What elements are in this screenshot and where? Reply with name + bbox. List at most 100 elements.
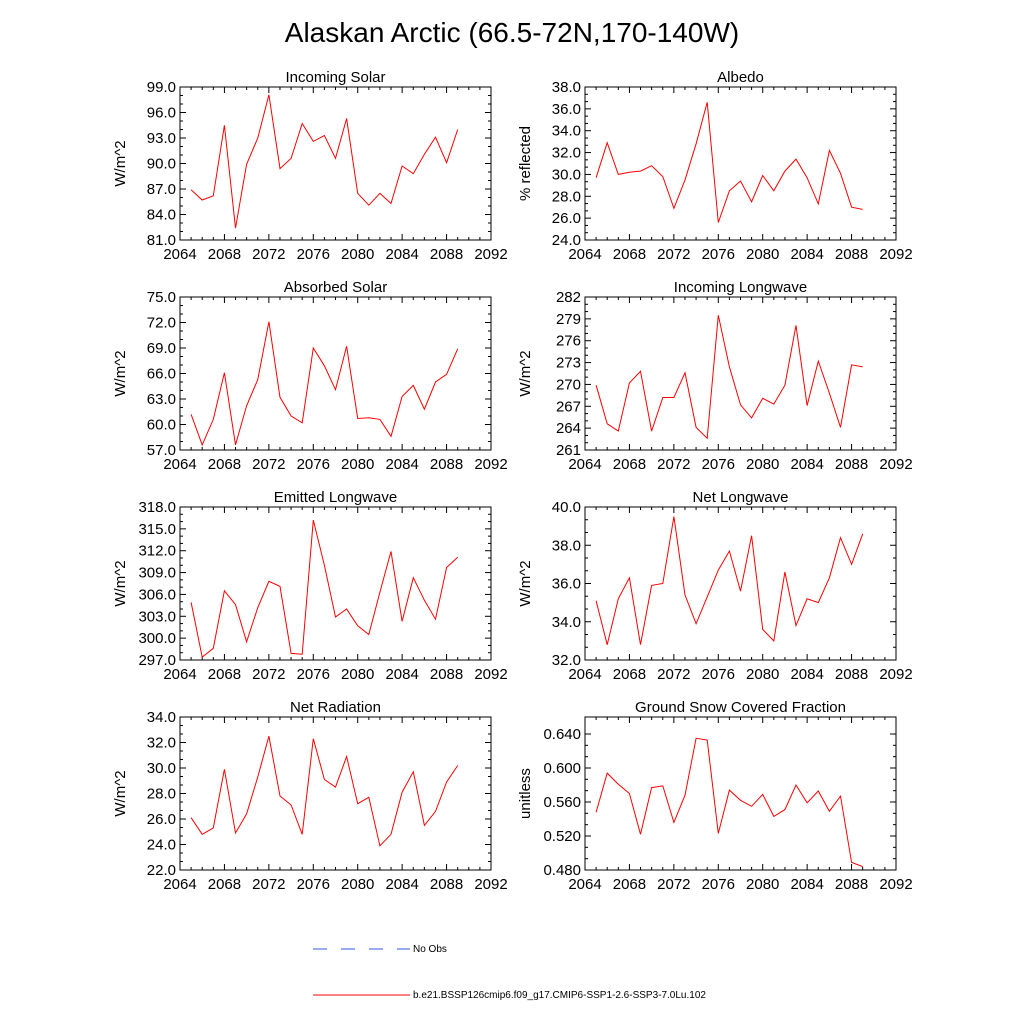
x-tick-label: 2084 — [790, 456, 823, 473]
x-tick-label: 2076 — [702, 456, 735, 473]
y-tick-label: 315.0 — [138, 521, 176, 538]
plot-frame — [179, 506, 492, 661]
x-tick-label: 2080 — [341, 246, 374, 263]
panel-title: Absorbed Solar — [284, 279, 387, 296]
y-tick-label: 34.0 — [552, 614, 581, 631]
y-tick-label: 303.0 — [138, 608, 176, 625]
y-tick-label: 32.0 — [552, 145, 581, 162]
x-tick-label: 2064 — [163, 246, 196, 263]
panel-3: Incoming Longwave 2064 2068 2072 2076 2080 208… — [517, 279, 913, 473]
y-tick-label: 0.520 — [543, 828, 581, 845]
y-axis-label: W/m^2 — [112, 560, 129, 606]
y-tick-label: 273 — [556, 355, 581, 372]
y-tick-label: 0.600 — [543, 760, 581, 777]
panel-7: Ground Snow Covered Fraction 2064 2068 2072… — [517, 699, 913, 893]
x-tick-label: 2080 — [746, 666, 779, 683]
y-tick-label: 93.0 — [147, 130, 176, 147]
x-tick-label: 2080 — [746, 876, 779, 893]
y-axis-label: W/m^2 — [112, 140, 129, 186]
panel-title: Ground Snow Covered Fraction — [635, 699, 846, 716]
y-axis-label: % reflected — [517, 126, 534, 201]
panel-title: Albedo — [717, 69, 764, 86]
x-tick-label: 2080 — [341, 666, 374, 683]
x-tick-label: 2088 — [835, 666, 868, 683]
series-line — [190, 735, 459, 847]
x-tick-label: 2088 — [430, 666, 463, 683]
y-tick-label: 22.0 — [147, 862, 176, 879]
y-tick-label: 24.0 — [147, 837, 176, 854]
x-tick-label: 2068 — [208, 876, 241, 893]
x-tick-label: 2092 — [474, 666, 507, 683]
x-tick-label: 2084 — [790, 246, 823, 263]
x-tick-label: 2068 — [208, 246, 241, 263]
y-tick-label: 282 — [556, 289, 581, 306]
x-tick-label: 2080 — [341, 456, 374, 473]
y-tick-label: 30.0 — [552, 166, 581, 183]
y-tick-label: 0.640 — [543, 726, 581, 743]
y-tick-label: 312.0 — [138, 543, 176, 560]
x-tick-label: 2076 — [702, 876, 735, 893]
y-tick-label: 0.480 — [543, 862, 581, 879]
plot-frame — [179, 86, 492, 241]
legend-model-label: b.e21.BSSP126cmip6.f09_g17.CMIP6-SSP1-2.… — [413, 990, 706, 1001]
plot-frame — [179, 716, 492, 871]
y-tick-label: 261 — [556, 442, 581, 459]
x-tick-label: 2076 — [297, 246, 330, 263]
y-tick-label: 38.0 — [552, 79, 581, 96]
panel-title: Net Longwave — [693, 489, 789, 506]
x-tick-label: 2076 — [297, 456, 330, 473]
y-tick-label: 32.0 — [552, 652, 581, 669]
x-tick-label: 2088 — [430, 456, 463, 473]
x-tick-label: 2072 — [657, 246, 690, 263]
panel-5: Net Longwave 2064 2068 2072 2076 2080 2084 2088… — [517, 489, 913, 683]
y-tick-label: 38.0 — [552, 537, 581, 554]
x-tick-label: 2084 — [385, 666, 418, 683]
x-tick-label: 2092 — [879, 876, 912, 893]
y-tick-label: 306.0 — [138, 586, 176, 603]
y-tick-label: 60.0 — [147, 417, 176, 434]
y-axis-label: W/m^2 — [112, 770, 129, 816]
x-tick-label: 2080 — [341, 876, 374, 893]
x-tick-label: 2064 — [568, 876, 601, 893]
x-tick-label: 2088 — [430, 246, 463, 263]
y-tick-label: 40.0 — [552, 499, 581, 516]
panel-title: Incoming Solar — [285, 69, 385, 86]
x-tick-label: 2072 — [252, 666, 285, 683]
x-tick-label: 2064 — [163, 456, 196, 473]
panel-title: Emitted Longwave — [274, 489, 397, 506]
x-tick-label: 2088 — [835, 876, 868, 893]
x-tick-label: 2088 — [835, 456, 868, 473]
x-tick-label: 2076 — [702, 246, 735, 263]
y-tick-label: 72.0 — [147, 315, 176, 332]
y-tick-label: 63.0 — [147, 391, 176, 408]
x-tick-label: 2092 — [879, 246, 912, 263]
x-tick-label: 2064 — [568, 246, 601, 263]
x-tick-label: 2068 — [613, 456, 646, 473]
y-tick-label: 36.0 — [552, 101, 581, 118]
y-axis-label: W/m^2 — [112, 350, 129, 396]
series-line — [595, 516, 864, 645]
y-tick-label: 300.0 — [138, 630, 176, 647]
plot-frame — [584, 506, 897, 661]
y-tick-label: 318.0 — [138, 499, 176, 516]
x-tick-label: 2084 — [385, 456, 418, 473]
x-tick-label: 2092 — [879, 456, 912, 473]
x-tick-label: 2072 — [657, 666, 690, 683]
legend-obs-label: No Obs — [413, 944, 447, 955]
series-line — [595, 102, 863, 223]
series-line — [190, 94, 459, 229]
x-tick-label: 2084 — [385, 876, 418, 893]
y-tick-label: 75.0 — [147, 289, 176, 306]
panel-6: Net Radiation 2064 2068 2072 2076 2080 2084 208… — [112, 699, 508, 893]
y-tick-label: 309.0 — [138, 565, 176, 582]
x-tick-label: 2072 — [252, 456, 285, 473]
plot-frame — [584, 296, 897, 451]
x-tick-label: 2072 — [657, 876, 690, 893]
x-tick-label: 2064 — [568, 666, 601, 683]
y-tick-label: 270 — [556, 376, 581, 393]
y-tick-label: 267 — [556, 398, 581, 415]
y-tick-label: 32.0 — [147, 735, 176, 752]
panel-title: Net Radiation — [290, 699, 381, 716]
series-line — [595, 737, 863, 868]
